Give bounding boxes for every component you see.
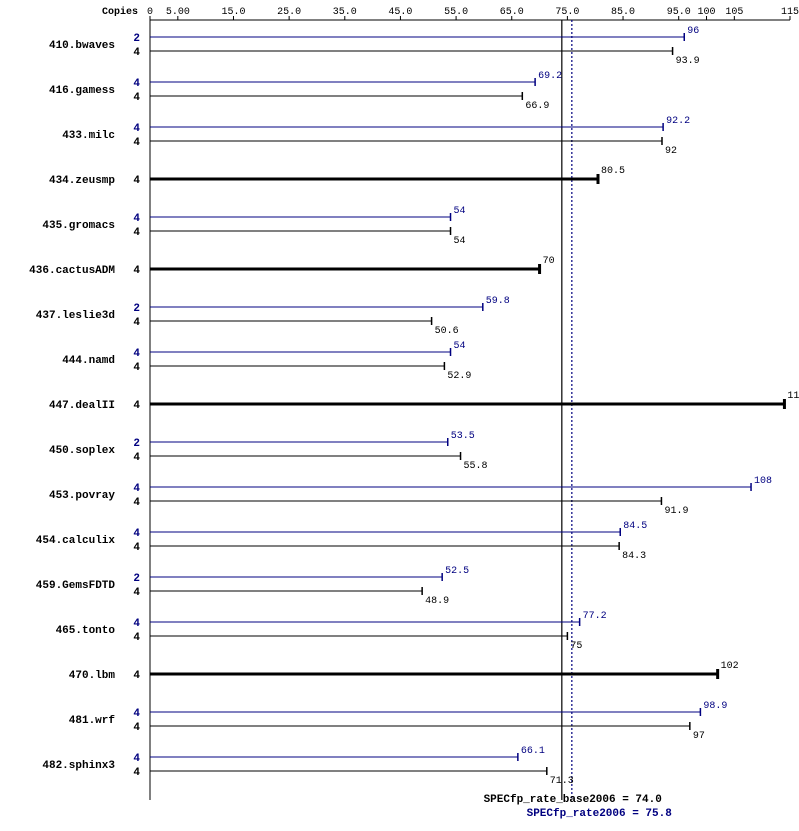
x-tick-label: 15.0	[221, 7, 245, 18]
copies-label-peak: 2	[133, 573, 140, 585]
value-label-peak: 84.5	[623, 521, 647, 532]
copies-label-peak: 2	[133, 438, 140, 450]
value-label-peak: 69.2	[538, 71, 562, 82]
benchmark-label: 433.milc	[62, 130, 115, 142]
x-tick-label: 75.0	[555, 7, 579, 18]
benchmark-label: 470.lbm	[69, 670, 116, 682]
copies-label-base: 4	[133, 47, 140, 59]
benchmark-label: 447.dealII	[49, 400, 115, 412]
value-label-base: 55.8	[464, 461, 488, 472]
value-label-peak: 59.8	[486, 296, 510, 307]
benchmark-label: 459.GemsFDTD	[36, 580, 116, 592]
value-label-base: 84.3	[622, 551, 646, 562]
value-label-peak: 66.1	[521, 746, 545, 757]
copies-header: Copies	[102, 6, 138, 18]
x-tick-label: 35.0	[333, 7, 357, 18]
value-label: 114	[787, 391, 799, 402]
copies-label-base: 4	[133, 452, 140, 464]
copies-label-base: 4	[133, 317, 140, 329]
spec-chart: 0 5.00 15.0 25.0 35.0 45.0 55.0 65.0 75.0 85.0 95.…	[0, 0, 799, 831]
copies-label-base: 4	[133, 137, 140, 149]
value-label-base: 92	[665, 146, 677, 157]
value-label-peak: 92.2	[666, 116, 690, 127]
value-label-peak: 96	[687, 26, 699, 37]
value-label-base: 75	[570, 641, 582, 652]
copies-label-peak: 4	[133, 753, 140, 765]
copies-label-peak: 4	[133, 618, 140, 630]
value-label-base: 50.6	[435, 326, 459, 337]
x-tick-label: 100	[698, 7, 716, 18]
value-label-base: 93.9	[676, 56, 700, 67]
value-label-peak: 54	[454, 206, 466, 217]
copies-label-peak: 4	[133, 348, 140, 360]
x-tick-label: 25.0	[277, 7, 301, 18]
benchmark-label: 444.namd	[62, 355, 115, 367]
x-tick-label: 105	[725, 7, 743, 18]
copies-label-peak: 4	[133, 528, 140, 540]
copies-label-peak: 4	[133, 78, 140, 90]
value-label-peak: 98.9	[703, 701, 727, 712]
value-label-base: 48.9	[425, 596, 449, 607]
benchmark-label: 465.tonto	[56, 625, 116, 637]
value-label: 70	[543, 256, 555, 267]
copies-label-base: 4	[133, 92, 140, 104]
benchmark-label: 434.zeusmp	[49, 175, 115, 187]
x-tick-label: 65.0	[500, 7, 524, 18]
value-label-base: 97	[693, 731, 705, 742]
copies-label-base: 4	[133, 227, 140, 239]
benchmark-label: 450.soplex	[49, 445, 115, 457]
x-tick-label: 95.0	[667, 7, 691, 18]
benchmark-label: 453.povray	[49, 490, 115, 502]
copies-label-peak: 4	[133, 213, 140, 225]
x-tick-label: 0	[147, 7, 153, 18]
benchmark-label: 481.wrf	[69, 715, 116, 727]
copies-label-base: 4	[133, 722, 140, 734]
value-label-base: 66.9	[525, 101, 549, 112]
copies-label-base: 4	[133, 587, 140, 599]
copies-label-base: 4	[133, 632, 140, 644]
benchmark-label: 410.bwaves	[49, 40, 115, 52]
copies-label-peak: 2	[133, 303, 140, 315]
value-label-base: 71.3	[550, 776, 574, 787]
copies-label-peak: 2	[133, 33, 140, 45]
value-label: 102	[721, 661, 739, 672]
value-label-peak: 108	[754, 476, 772, 487]
x-tick-label: 115	[781, 7, 799, 18]
copies-label-base: 4	[133, 542, 140, 554]
benchmark-label: 436.cactusADM	[29, 265, 115, 277]
benchmark-label: 435.gromacs	[42, 220, 115, 232]
value-label-base: 54	[454, 236, 466, 247]
copies-label-base: 4	[133, 400, 140, 412]
copies-label-base: 4	[133, 362, 140, 374]
benchmark-label: 482.sphinx3	[42, 760, 115, 772]
value-label-base: 52.9	[447, 371, 471, 382]
benchmark-label: 454.calculix	[36, 535, 116, 547]
value-label-base: 91.9	[664, 506, 688, 517]
x-tick-label: 85.0	[611, 7, 635, 18]
x-tick-label: 5.00	[166, 7, 190, 18]
copies-label-base: 4	[133, 497, 140, 509]
copies-label-base: 4	[133, 175, 140, 187]
x-tick-label: 55.0	[444, 7, 468, 18]
value-label-peak: 54	[454, 341, 466, 352]
reference-label: SPECfp_rate_base2006 = 74.0	[484, 794, 662, 806]
benchmark-label: 416.gamess	[49, 85, 115, 97]
benchmark-label: 437.leslie3d	[36, 310, 115, 322]
value-label-peak: 52.5	[445, 566, 469, 577]
copies-label-peak: 4	[133, 483, 140, 495]
copies-label-base: 4	[133, 265, 140, 277]
value-label-peak: 53.5	[451, 431, 475, 442]
copies-label-base: 4	[133, 670, 140, 682]
copies-label-base: 4	[133, 767, 140, 779]
value-label-peak: 77.2	[583, 611, 607, 622]
copies-label-peak: 4	[133, 708, 140, 720]
copies-label-peak: 4	[133, 123, 140, 135]
x-tick-label: 45.0	[388, 7, 412, 18]
value-label: 80.5	[601, 166, 625, 177]
reference-label: SPECfp_rate2006 = 75.8	[527, 808, 673, 820]
